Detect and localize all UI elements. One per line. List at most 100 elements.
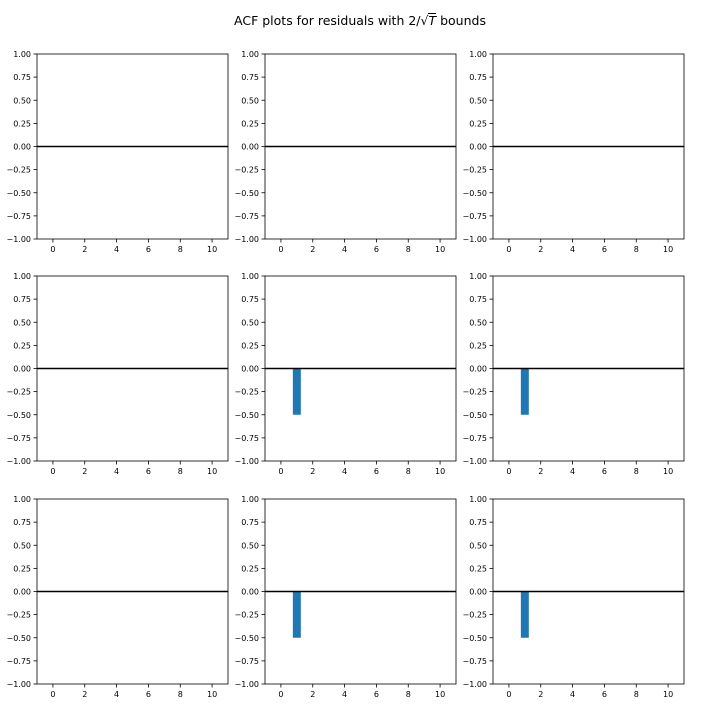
y-tick-label: −0.25 [234,388,259,397]
y-tick-label: −0.50 [234,634,259,643]
y-tick-label: −0.50 [6,411,31,420]
y-tick-label: −0.75 [462,434,487,443]
x-tick-label: 8 [178,690,183,699]
x-tick-label: 10 [663,690,673,699]
y-tick-label: 0.00 [241,365,259,374]
y-tick-label: 1.00 [13,272,31,281]
acf-bar [520,591,529,638]
title-radicand-wrap: T [428,13,437,28]
y-tick-label: 0.00 [241,143,259,152]
y-tick-label: −0.25 [234,611,259,620]
acf-panel-r1c3: 1.00 0.75 0.50 0.25 0.00 −0.25 −0.50 −0.75 −1.00… [462,50,685,254]
y-tick-label: −1.00 [6,457,31,466]
x-tick-label: 8 [406,245,411,254]
y-tick-label: 0.00 [469,365,487,374]
y-tick-label: 0.25 [13,341,31,350]
title-radicand: T [428,13,437,28]
acf-panel-r3c3: 1.00 0.75 0.50 0.25 0.00 −0.25 −0.50 −0.75 −1.00… [462,495,685,699]
x-tick-label: 4 [114,690,119,699]
y-tick-label: 0.75 [469,518,487,527]
y-tick-label: 0.50 [469,318,487,327]
x-tick-label: 4 [342,245,347,254]
y-tick-label: −1.00 [6,235,31,244]
y-tick-label: 1.00 [241,50,259,59]
y-tick-label: −0.25 [6,166,31,175]
y-tick-label: −0.50 [462,411,487,420]
x-tick-label: 0 [278,690,283,699]
y-tick-label: 0.75 [469,73,487,82]
y-tick-label: 1.00 [469,50,487,59]
y-tick-label: 0.75 [13,518,31,527]
x-tick-label: 10 [435,467,445,476]
y-tick-label: −0.50 [6,634,31,643]
y-tick-label: −0.50 [234,411,259,420]
x-tick-label: 8 [634,245,639,254]
y-tick-label: 1.00 [13,50,31,59]
y-tick-label: 0.00 [13,588,31,597]
x-tick-label: 6 [602,467,607,476]
x-tick-label: 0 [506,467,511,476]
y-tick-label: −0.25 [462,388,487,397]
acf-bar [292,591,301,638]
y-tick-label: 0.00 [241,588,259,597]
x-tick-label: 2 [310,245,315,254]
y-tick-label: −0.75 [6,657,31,666]
y-tick-label: 0.25 [469,564,487,573]
y-tick-label: −0.75 [462,212,487,221]
y-tick-label: 0.50 [241,541,259,550]
x-tick-label: 4 [342,467,347,476]
x-tick-label: 6 [602,245,607,254]
y-tick-label: 1.00 [241,272,259,281]
y-tick-label: 1.00 [469,272,487,281]
x-tick-label: 6 [146,467,151,476]
y-tick-label: 0.50 [469,541,487,550]
y-tick-label: 0.50 [241,96,259,105]
x-tick-label: 0 [506,690,511,699]
y-tick-label: 1.00 [469,495,487,504]
y-tick-label: 0.25 [469,119,487,128]
y-tick-label: 0.25 [241,341,259,350]
y-tick-label: −0.50 [462,634,487,643]
y-tick-label: 0.00 [13,365,31,374]
y-tick-label: −0.50 [462,189,487,198]
x-tick-label: 6 [374,690,379,699]
x-tick-label: 10 [663,245,673,254]
y-tick-label: −0.50 [6,189,31,198]
y-tick-label: 0.50 [469,96,487,105]
y-tick-label: −1.00 [234,457,259,466]
acf-panel-r3c2: 1.00 0.75 0.50 0.25 0.00 −0.25 −0.50 −0.75 −1.00… [234,495,457,699]
x-tick-label: 6 [146,690,151,699]
y-tick-label: 0.25 [13,564,31,573]
y-tick-label: 0.50 [13,318,31,327]
x-tick-label: 10 [663,467,673,476]
y-tick-label: −1.00 [462,235,487,244]
y-tick-label: −0.50 [234,189,259,198]
y-tick-label: 0.00 [469,143,487,152]
y-tick-label: −1.00 [6,680,31,689]
acf-bar [520,368,529,415]
x-tick-label: 6 [602,690,607,699]
y-tick-label: −0.25 [462,166,487,175]
x-tick-label: 2 [82,467,87,476]
acf-panel-r2c3: 1.00 0.75 0.50 0.25 0.00 −0.25 −0.50 −0.75 −1.00… [462,272,685,476]
acf-panel-r1c1: 1.00 0.75 0.50 0.25 0.00 −0.25 −0.50 −0.75 −1.00… [6,50,229,254]
title-suffix: bounds [436,13,486,28]
x-tick-label: 4 [570,467,575,476]
x-tick-label: 6 [374,467,379,476]
y-tick-label: −0.25 [234,166,259,175]
x-tick-label: 2 [310,690,315,699]
y-tick-label: −0.75 [234,434,259,443]
figure-title: ACF plots for residuals with 2/√T bounds [0,13,720,28]
x-tick-label: 0 [50,245,55,254]
x-tick-label: 2 [82,690,87,699]
y-tick-label: 0.00 [469,588,487,597]
x-tick-label: 8 [634,690,639,699]
acf-panel-r1c2: 1.00 0.75 0.50 0.25 0.00 −0.25 −0.50 −0.75 −1.00… [234,50,457,254]
y-tick-label: 1.00 [13,495,31,504]
y-tick-label: 0.50 [13,96,31,105]
x-tick-label: 2 [538,245,543,254]
x-tick-label: 10 [435,245,445,254]
y-tick-label: 1.00 [241,495,259,504]
x-tick-label: 10 [435,690,445,699]
